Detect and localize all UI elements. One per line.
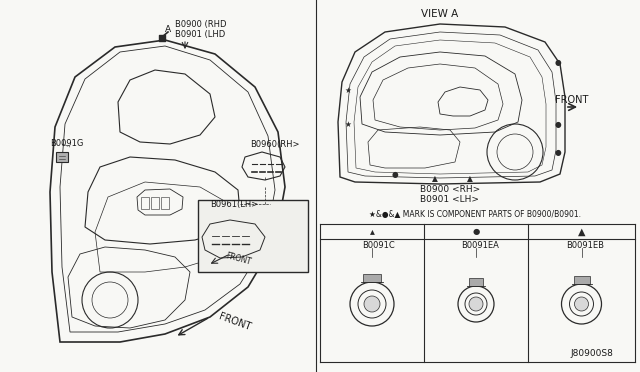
Text: B0960(RH>: B0960(RH> — [250, 140, 300, 148]
Text: ●: ● — [392, 170, 398, 180]
Text: B0091EB: B0091EB — [566, 241, 605, 250]
Bar — [364, 274, 381, 282]
Text: B0901 (LHD: B0901 (LHD — [175, 29, 225, 38]
Bar — [198, 200, 308, 272]
Circle shape — [364, 296, 380, 312]
Text: ★&●&▲ MARK IS COMPONENT PARTS OF B0900/B0901.: ★&●&▲ MARK IS COMPONENT PARTS OF B0900/B… — [369, 211, 581, 219]
Text: ●: ● — [555, 148, 561, 157]
Text: B0091C: B0091C — [362, 241, 395, 250]
Text: ▴: ▴ — [369, 227, 374, 237]
Text: ●: ● — [472, 227, 479, 236]
Text: ▲: ▲ — [578, 227, 585, 237]
Text: ▲: ▲ — [467, 174, 473, 183]
Text: FRONT: FRONT — [217, 312, 252, 333]
Bar — [573, 276, 589, 284]
Text: B0900 <RH>: B0900 <RH> — [420, 185, 480, 193]
Text: B0091EA: B0091EA — [461, 241, 499, 250]
Bar — [141, 197, 149, 209]
Text: ●: ● — [555, 58, 561, 67]
Text: B0901 <LH>: B0901 <LH> — [420, 195, 479, 203]
Text: B0900 (RHD: B0900 (RHD — [175, 19, 227, 29]
Text: ★: ★ — [344, 86, 351, 94]
Bar — [161, 197, 169, 209]
Text: ●: ● — [555, 119, 561, 128]
Text: B0961(LH>: B0961(LH> — [210, 199, 259, 208]
Text: J80900S8: J80900S8 — [570, 350, 613, 359]
Text: A: A — [165, 26, 171, 35]
Text: FRONT: FRONT — [556, 95, 589, 105]
Bar — [151, 197, 159, 209]
Point — [157, 35, 167, 41]
Bar — [468, 278, 483, 286]
Text: FRONT: FRONT — [224, 251, 252, 267]
Circle shape — [469, 297, 483, 311]
Text: VIEW A: VIEW A — [421, 9, 459, 19]
Text: ▲: ▲ — [432, 174, 438, 183]
Text: ★: ★ — [344, 119, 351, 128]
Text: B0091G: B0091G — [50, 140, 83, 148]
Circle shape — [575, 297, 589, 311]
FancyBboxPatch shape — [56, 152, 68, 162]
